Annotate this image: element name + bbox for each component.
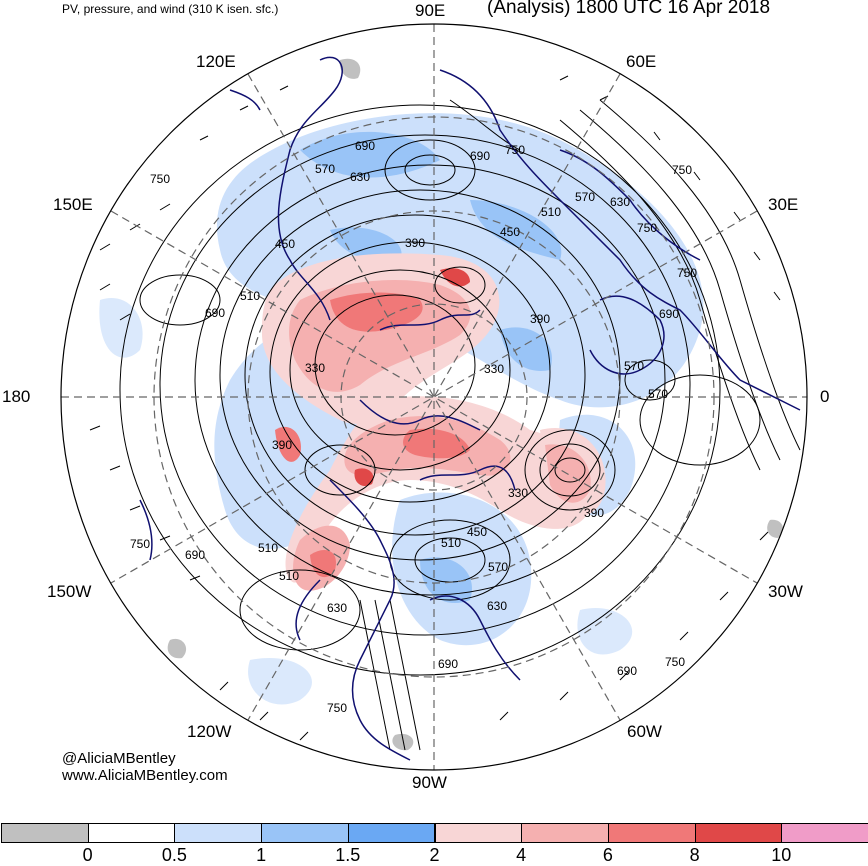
- lon-label-60w: 60W: [627, 722, 662, 741]
- lon-label-30w: 30W: [768, 582, 803, 601]
- lon-label-150e: 150E: [53, 195, 93, 214]
- isobar-label: 690: [205, 306, 225, 320]
- isobar-label: 330: [508, 486, 528, 500]
- isobar-label: 690: [355, 139, 375, 153]
- pv-gray-patches: [167, 58, 784, 751]
- isobar-label: 630: [350, 170, 370, 184]
- isobar-label: 510: [258, 541, 278, 555]
- colorbar-tick-label: 4: [516, 845, 527, 865]
- isobar-label: 750: [672, 163, 692, 177]
- colorbar-tick-label: 0: [82, 845, 93, 865]
- isobar-label: 510: [279, 569, 299, 583]
- colorbar-swatch: [521, 823, 609, 843]
- isobar-label: 630: [487, 599, 507, 613]
- isobar-label-group: 750 690 630 570 510 450 390 330 690 690 …: [130, 139, 697, 715]
- isobar-label: 330: [484, 362, 504, 376]
- colorbar-swatch: [694, 823, 783, 843]
- isobar-label: 630: [610, 195, 630, 209]
- isobar-label: 750: [150, 172, 170, 186]
- isobar-label: 330: [305, 361, 325, 375]
- map-boundary: [60, 23, 808, 771]
- isobar-label: 570: [315, 162, 335, 176]
- isobar-label: 750: [665, 655, 685, 669]
- colorbar-swatch: [434, 823, 523, 843]
- colorbar-tick-label: 0.5: [161, 845, 187, 865]
- colorbar-swatch: [607, 823, 696, 843]
- colorbar-tick-label: 2: [429, 845, 440, 865]
- isobar-label: 390: [405, 236, 425, 250]
- credit-handle: @AliciaMBentley: [62, 750, 176, 767]
- isobar-label: 390: [584, 506, 604, 520]
- colorbar-tick-label: 10: [771, 845, 792, 865]
- coastlines: [139, 56, 801, 761]
- credit-website: www.AliciaMBentley.com: [62, 767, 228, 784]
- lon-label-150w: 150W: [47, 582, 92, 601]
- lon-label-0: 0: [820, 387, 830, 406]
- isobar-label: 450: [500, 225, 520, 239]
- colorbar-swatch: [347, 823, 436, 843]
- colorbar-tick-label: 6: [602, 845, 613, 865]
- isobar-label: 750: [130, 537, 150, 551]
- isobar-label: 690: [438, 657, 458, 671]
- lon-label-90w: 90W: [412, 773, 447, 792]
- colorbar-tick-label: 8: [689, 845, 700, 865]
- lon-label-180: 180: [2, 387, 31, 406]
- pv-high-shading: [261, 253, 606, 591]
- isobar-label: 750: [677, 266, 697, 280]
- isobar-label: 690: [617, 664, 637, 678]
- isobar-contours: [119, 99, 801, 751]
- isobar-label: 690: [185, 548, 205, 562]
- map-subtitle: PV, pressure, and wind (310 K isen. sfc.…: [62, 2, 279, 16]
- lon-label-60e: 60E: [626, 52, 657, 71]
- isobar-label: 750: [505, 143, 525, 157]
- colorbar-tick-label: 1.5: [335, 845, 361, 865]
- isobar-label: 450: [467, 525, 487, 539]
- isobar-label: 510: [441, 536, 461, 550]
- isobar-label: 690: [470, 149, 490, 163]
- isobar-label: 750: [637, 221, 657, 235]
- isobar-label: 570: [648, 387, 668, 401]
- wind-barbs: [89, 75, 781, 741]
- isobar-label: 750: [327, 701, 347, 715]
- colorbar-swatch: [174, 823, 263, 843]
- isobar-label: 570: [575, 190, 595, 204]
- isobar-label: 630: [327, 601, 347, 615]
- isobar-label: 390: [272, 438, 292, 452]
- lon-label-120w: 120W: [187, 722, 232, 741]
- isobar-label: 510: [240, 289, 260, 303]
- lon-label-30e: 30E: [768, 195, 799, 214]
- lat-lon-grid: [61, 24, 807, 770]
- lon-label-120e: 120E: [196, 52, 236, 71]
- lon-label-90e: 90E: [415, 1, 446, 20]
- pv-mid-shading: [300, 131, 562, 604]
- isobar-label: 570: [488, 560, 508, 574]
- isobar-label: 510: [541, 205, 561, 219]
- isobar-label: 690: [659, 307, 679, 321]
- colorbar-swatch: [781, 823, 868, 843]
- isobar-label: 390: [530, 312, 550, 326]
- colorbar-swatch: [1, 823, 89, 843]
- isobar-label: 450: [275, 237, 295, 251]
- colorbar-swatch: [261, 823, 349, 843]
- colorbar-tick-label: 1: [256, 845, 267, 865]
- isobar-label: 570: [624, 359, 644, 373]
- map-title: (Analysis) 1800 UTC 16 Apr 2018: [487, 0, 771, 18]
- colorbar-swatch: [87, 823, 176, 843]
